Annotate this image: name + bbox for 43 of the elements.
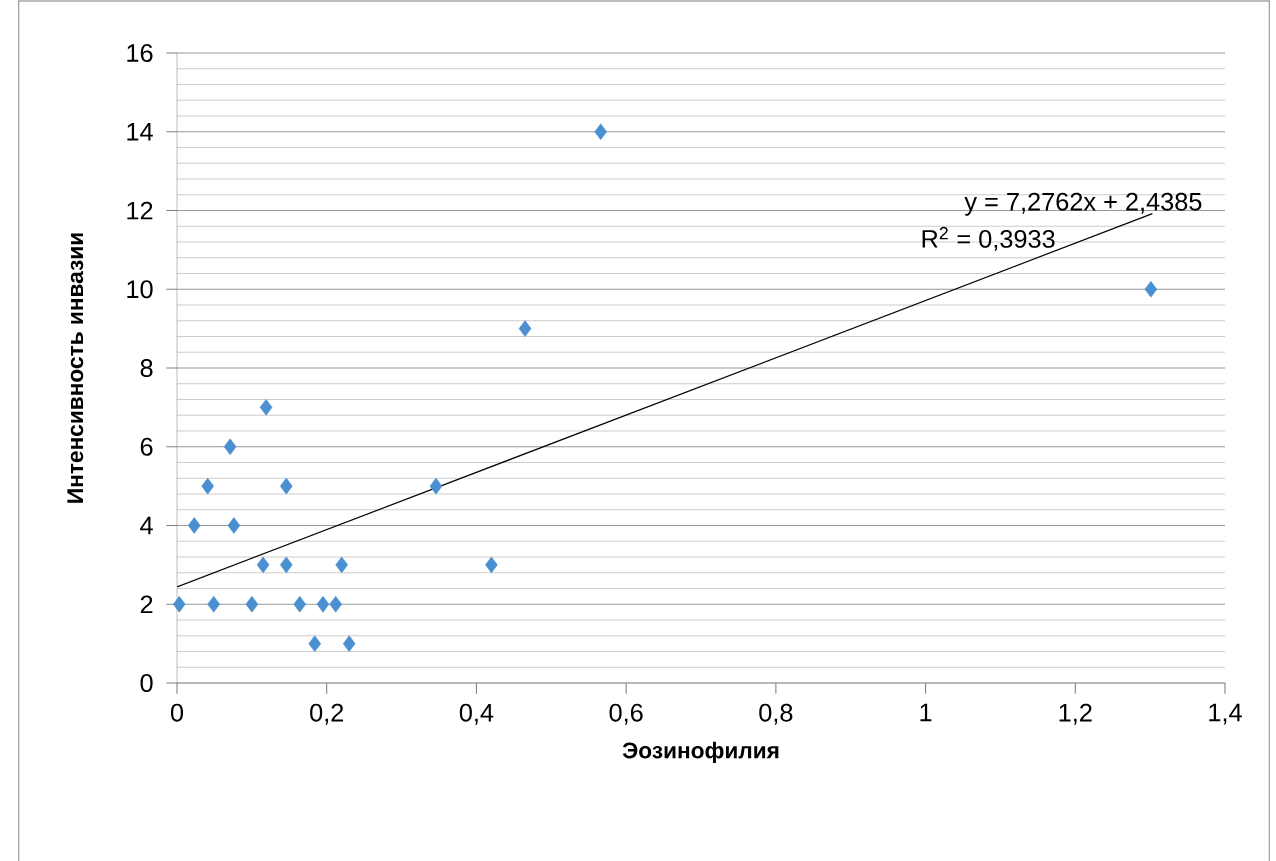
point <box>227 517 241 534</box>
y-tick-label: 0 <box>140 674 153 692</box>
y-tick-label: 6 <box>140 437 153 456</box>
x-axis-title: Эозинофилия <box>622 741 779 763</box>
point <box>316 595 330 613</box>
x-tick-label: 1,4 <box>1209 703 1242 725</box>
y-tick-label: 14 <box>127 123 153 141</box>
y-tick-label: 10 <box>127 280 153 299</box>
x-tick-label: 0,8 <box>759 703 793 725</box>
point <box>594 123 607 141</box>
point <box>429 477 443 495</box>
point <box>1144 280 1158 298</box>
x-tick-label: 1,2 <box>1059 703 1092 725</box>
y-axis-title: Интенсивность инвазии <box>67 233 84 503</box>
y-tick-label: 4 <box>140 516 153 535</box>
y-tick-label: 12 <box>127 201 153 220</box>
point <box>172 595 186 613</box>
point <box>335 556 348 574</box>
point <box>201 477 214 495</box>
y-tick-label: 16 <box>127 44 153 62</box>
point <box>280 477 293 495</box>
point <box>280 556 293 574</box>
annotation: y = 7,2762x + 2,4385 <box>964 192 1202 216</box>
point <box>329 595 342 613</box>
x-tick-label: 0,6 <box>609 703 643 725</box>
y-tick-label: 2 <box>140 595 153 614</box>
point <box>256 556 270 574</box>
x-tick-label: 0,4 <box>459 703 494 725</box>
x-tick-label: 0,2 <box>310 703 344 725</box>
point <box>485 556 498 574</box>
y-tick-label: 8 <box>140 359 153 377</box>
point <box>293 595 307 613</box>
point <box>245 595 259 613</box>
annotation: R$^{2}$ = 0,3933 <box>922 226 1055 251</box>
point <box>207 595 220 613</box>
point <box>259 399 273 416</box>
point <box>308 635 322 652</box>
point <box>518 320 532 337</box>
x-tick-label: 1 <box>920 703 932 722</box>
point <box>342 635 356 652</box>
point <box>223 438 237 456</box>
x-tick-label: 0 <box>170 703 184 722</box>
point <box>187 517 201 534</box>
